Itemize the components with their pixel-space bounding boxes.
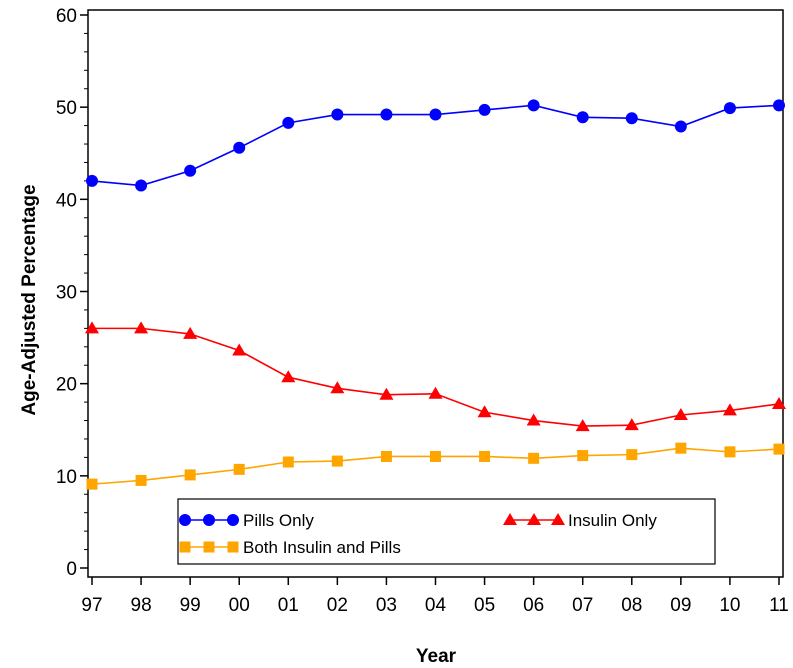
data-point-insulin-only — [624, 418, 639, 431]
x-tick-label: 09 — [670, 595, 691, 616]
x-axis-title: Year — [416, 646, 457, 667]
y-axis-title: Age-Adjusted Percentage — [19, 184, 40, 415]
data-point-both-insulin-and-pills — [380, 450, 392, 462]
data-point-pills-only — [233, 141, 246, 154]
series-both-insulin-and-pills — [86, 442, 785, 490]
data-point-pills-only — [184, 164, 197, 177]
x-tick-label: 08 — [621, 595, 642, 616]
legend-marker — [203, 514, 215, 526]
data-point-both-insulin-and-pills — [528, 452, 540, 464]
plot-frame — [87, 9, 784, 578]
data-point-both-insulin-and-pills — [184, 469, 196, 481]
legend-marker — [503, 513, 517, 525]
data-point-pills-only — [86, 174, 98, 187]
legend-item-pills-only: Pills Only — [179, 511, 314, 530]
x-tick-label: 07 — [572, 595, 593, 616]
data-point-both-insulin-and-pills — [675, 442, 687, 454]
data-point-pills-only — [625, 112, 638, 125]
data-point-pills-only — [429, 108, 442, 121]
legend-label: Insulin Only — [568, 511, 657, 530]
data-point-pills-only — [723, 102, 736, 115]
y-tick-label: 60 — [56, 6, 77, 27]
y-tick-label: 10 — [56, 467, 77, 488]
y-tick-label: 20 — [56, 375, 77, 396]
data-point-pills-only — [135, 179, 148, 192]
y-axis: 0 10 20 30 40 50 60 — [56, 6, 88, 580]
x-tick-label: 04 — [425, 595, 447, 616]
x-tick-label: 99 — [180, 595, 201, 616]
x-tick-label: 03 — [376, 595, 397, 616]
legend-marker — [551, 513, 565, 525]
legend-item-both-insulin-and-pills: Both Insulin and Pills — [179, 538, 401, 557]
data-point-insulin-only — [281, 370, 296, 383]
data-point-both-insulin-and-pills — [86, 478, 98, 490]
legend: Pills Only Insulin Only Both Insulin and P… — [177, 498, 716, 565]
x-tick-label: 00 — [229, 595, 250, 616]
legend-box — [177, 498, 716, 565]
data-point-pills-only — [282, 116, 295, 129]
data-point-both-insulin-and-pills — [626, 449, 638, 461]
data-point-insulin-only — [85, 321, 99, 334]
data-point-insulin-only — [722, 403, 737, 416]
data-point-insulin-only — [330, 381, 345, 394]
data-point-insulin-only — [673, 408, 688, 421]
data-point-pills-only — [527, 99, 540, 112]
data-point-both-insulin-and-pills — [233, 463, 245, 475]
legend-marker — [227, 541, 239, 553]
x-axis: 97 98 99 00 01 02 03 04 05 06 07 08 09 10 11 — [81, 577, 789, 616]
legend-label: Pills Only — [243, 511, 314, 530]
data-point-insulin-only — [772, 396, 786, 409]
data-point-pills-only — [331, 108, 344, 121]
legend-marker — [527, 513, 541, 525]
data-point-both-insulin-and-pills — [577, 450, 589, 462]
data-point-both-insulin-and-pills — [724, 446, 736, 458]
legend-label: Both Insulin and Pills — [243, 538, 401, 557]
data-point-insulin-only — [526, 413, 541, 426]
legend-item-insulin-only: Insulin Only — [503, 511, 657, 530]
x-tick-label: 98 — [131, 595, 152, 616]
data-point-both-insulin-and-pills — [135, 474, 147, 486]
x-tick-label: 10 — [719, 595, 740, 616]
data-point-insulin-only — [428, 386, 443, 399]
data-point-both-insulin-and-pills — [430, 450, 441, 462]
x-tick-label: 06 — [523, 595, 544, 616]
data-point-insulin-only — [477, 405, 492, 418]
data-point-both-insulin-and-pills — [331, 455, 343, 467]
data-point-pills-only — [674, 120, 687, 133]
y-tick-label: 30 — [56, 283, 77, 304]
legend-items: Pills Only Insulin Only Both Insulin and P… — [179, 511, 657, 557]
y-tick-label: 50 — [56, 98, 77, 119]
data-point-insulin-only — [379, 387, 394, 400]
data-point-pills-only — [380, 108, 393, 121]
x-tick-label: 05 — [474, 595, 495, 616]
x-tick-label: 11 — [769, 595, 789, 616]
data-point-pills-only — [478, 103, 491, 116]
data-point-both-insulin-and-pills — [773, 443, 785, 455]
series-line-insulin-only — [92, 327, 780, 427]
x-tick-label: 02 — [327, 595, 348, 616]
data-point-insulin-only — [134, 321, 149, 334]
data-point-pills-only — [773, 99, 785, 112]
legend-marker — [179, 514, 191, 526]
data-point-pills-only — [576, 111, 589, 124]
data-point-insulin-only — [575, 419, 590, 432]
y-tick-label: 0 — [66, 559, 77, 580]
y-tick-label: 40 — [56, 190, 77, 211]
series-pills-only — [86, 99, 785, 192]
series-layer — [85, 99, 786, 490]
x-tick-label: 97 — [81, 595, 102, 616]
legend-marker — [203, 541, 215, 553]
legend-marker — [227, 514, 239, 526]
legend-marker — [179, 541, 191, 553]
data-point-both-insulin-and-pills — [282, 456, 294, 468]
x-tick-label: 01 — [278, 595, 299, 616]
data-point-both-insulin-and-pills — [479, 450, 491, 462]
series-insulin-only — [85, 321, 786, 432]
data-point-insulin-only — [232, 343, 247, 356]
data-point-insulin-only — [183, 326, 198, 339]
